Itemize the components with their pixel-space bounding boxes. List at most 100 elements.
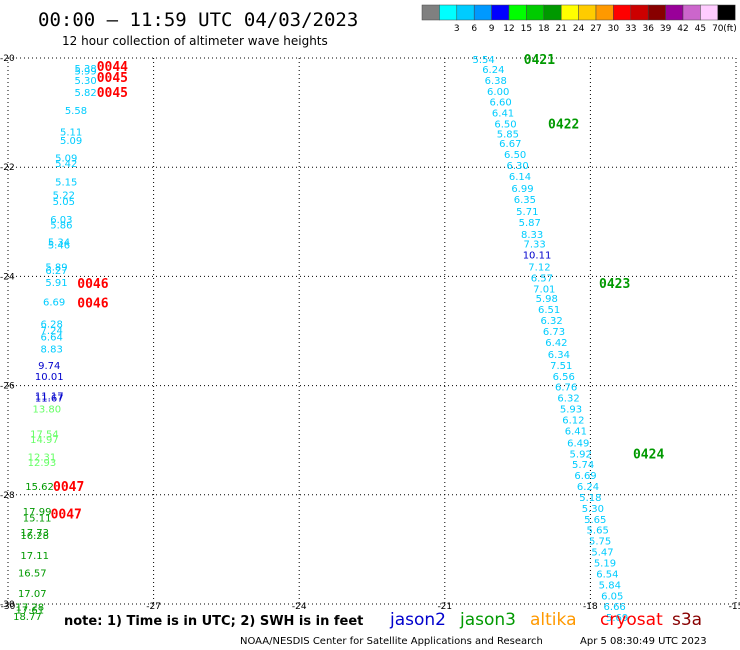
wave-height-label: 5.42 xyxy=(55,159,77,170)
legend-swatch xyxy=(543,4,562,21)
y-tick-label: -22 xyxy=(0,163,15,173)
wave-height-label: 5.84 xyxy=(599,580,621,591)
y-tick-label: -20 xyxy=(0,54,15,64)
pass-time-label: 0423 xyxy=(599,277,630,292)
x-tick-label: -15 xyxy=(729,602,740,612)
legend-tick-label: 70 xyxy=(712,24,724,34)
wave-height-label: 15.62 xyxy=(25,482,54,493)
wave-height-label: 7.01 xyxy=(533,284,555,295)
y-axis-ticks: -20 -22 -24 -26 -28 -30 xyxy=(0,54,15,610)
legend-tick-label: 15 xyxy=(521,24,532,34)
pass-time-label: 0044 xyxy=(97,60,128,75)
wave-height-label: 5.30 xyxy=(75,76,97,87)
legend-swatch xyxy=(526,4,545,21)
pass-time-label: 0047 xyxy=(53,480,84,495)
pass-time-label: 0045 xyxy=(97,86,128,101)
y-tick-label: -26 xyxy=(0,382,15,392)
timestamp-text: Apr 5 08:30:49 UTC 2023 xyxy=(580,636,707,647)
legend-swatch xyxy=(491,4,510,21)
wave-height-label: 14.97 xyxy=(30,435,59,446)
wave-height-label: 6.99 xyxy=(511,184,533,195)
wave-height-label: 13.80 xyxy=(33,405,62,416)
wave-height-label: 5.75 xyxy=(589,537,611,548)
wave-height-label: 5.09 xyxy=(60,136,82,147)
wave-height-label: 5.30 xyxy=(582,504,604,515)
footer-note: note: 1) Time is in UTC; 2) SWH is in fe… xyxy=(64,614,363,629)
wave-height-label: 17.54 xyxy=(30,430,59,441)
legend-swatch xyxy=(613,4,632,21)
legend-tick-label: 42 xyxy=(677,24,688,34)
wave-height-label: 6.27 xyxy=(45,266,67,277)
wave-height-label: 12.31 xyxy=(28,453,57,464)
legend-tick-label: 36 xyxy=(642,24,654,34)
legend-tick-label: 3 xyxy=(454,24,460,34)
wave-height-label: 6.28 xyxy=(41,319,63,330)
wave-height-label: 5.58 xyxy=(65,106,87,117)
wave-height-label: 11.17 xyxy=(35,391,64,402)
legend-swatch xyxy=(595,4,614,21)
wave-height-label: 17.99 xyxy=(23,507,52,518)
wave-height-label: 17.73 xyxy=(20,528,49,539)
legend-swatch xyxy=(630,4,649,21)
legend-swatch xyxy=(421,4,440,21)
pass-time-label: 0046 xyxy=(77,297,108,312)
wave-height-label: 6.30 xyxy=(506,161,528,172)
data-marks: 5.385.995.305.825.585.115.095.095.425.15… xyxy=(13,55,628,624)
legend-tick-label: 12 xyxy=(503,24,514,34)
wave-height-label: 5.38 xyxy=(75,64,97,75)
wave-height-label: 6.24 xyxy=(482,65,504,76)
wave-height-label: 5.54 xyxy=(472,55,494,66)
wave-height-label: 5.89 xyxy=(45,263,67,274)
wave-height-label: 5.85 xyxy=(497,129,519,140)
wave-height-label: 6.12 xyxy=(562,415,584,426)
wave-height-label: 5.47 xyxy=(591,548,613,559)
wave-height-label: 12.93 xyxy=(28,458,57,469)
wave-height-label: 5.99 xyxy=(75,67,97,78)
wave-height-label: 5.82 xyxy=(75,88,97,99)
wave-height-label: 6.49 xyxy=(567,438,589,449)
wave-height-label: 6.50 xyxy=(504,150,526,161)
legend-tick-label: 39 xyxy=(660,24,672,34)
wave-height-label: 17.11 xyxy=(20,551,49,562)
time-labels: 0044004500450046004600470047042104220423… xyxy=(51,53,665,522)
wave-height-label: 10.01 xyxy=(35,372,64,383)
legend-tick-label: 24 xyxy=(573,24,585,34)
legend-tick-label: 6 xyxy=(471,24,477,34)
wave-height-label: 6.54 xyxy=(596,569,618,580)
wave-height-label: 5.91 xyxy=(45,278,67,289)
wave-height-label: 6.57 xyxy=(531,273,553,284)
legend-swatch xyxy=(473,4,492,21)
wave-height-label: 5.18 xyxy=(579,493,601,504)
satellite-label-cryosat: cryosat xyxy=(600,610,663,630)
x-axis-ticks: -30 -27 -24 -21 -18 -15 xyxy=(1,602,740,612)
y-tick-label: -28 xyxy=(0,491,15,501)
chart-subtitle: 12 hour collection of altimeter wave hei… xyxy=(62,34,328,48)
satellite-label-altika: altika xyxy=(530,610,577,630)
wave-height-label: 6.34 xyxy=(548,350,570,361)
wave-height-label: 5.09 xyxy=(55,153,77,164)
wave-height-label: 6.67 xyxy=(499,139,521,150)
pass-time-label: 0422 xyxy=(548,118,579,133)
wave-height-label: 16.28 xyxy=(20,531,49,542)
pass-time-label: 0046 xyxy=(77,277,108,292)
wave-height-label: 15.11 xyxy=(23,514,52,525)
wave-height-label: 7.33 xyxy=(523,240,545,251)
legend-tick-label: 33 xyxy=(625,24,636,34)
wave-height-label: 18.77 xyxy=(13,612,42,623)
wave-height-label: 5.11 xyxy=(60,128,82,139)
legend-swatch xyxy=(682,4,701,21)
pass-time-label: 0424 xyxy=(633,447,664,462)
wave-height-label: 5.19 xyxy=(594,559,616,570)
wave-height-label: 6.05 xyxy=(601,591,623,602)
plot-area: -30 -27 -24 -21 -18 -15 -20 -22 -24 -26 -28 -30 5.… xyxy=(0,53,740,624)
satellite-label-jason3: jason3 xyxy=(459,610,516,630)
wave-height-label: 6.64 xyxy=(41,332,63,343)
legend-swatch xyxy=(560,4,579,21)
wave-height-label: 9.74 xyxy=(38,361,60,372)
wave-height-label: 5.46 xyxy=(48,241,70,252)
wave-height-label: 6.41 xyxy=(565,426,587,437)
x-tick-label: -27 xyxy=(146,602,161,612)
wave-height-label: 6.42 xyxy=(545,338,567,349)
satellite-label-s3a: s3a xyxy=(672,610,702,630)
